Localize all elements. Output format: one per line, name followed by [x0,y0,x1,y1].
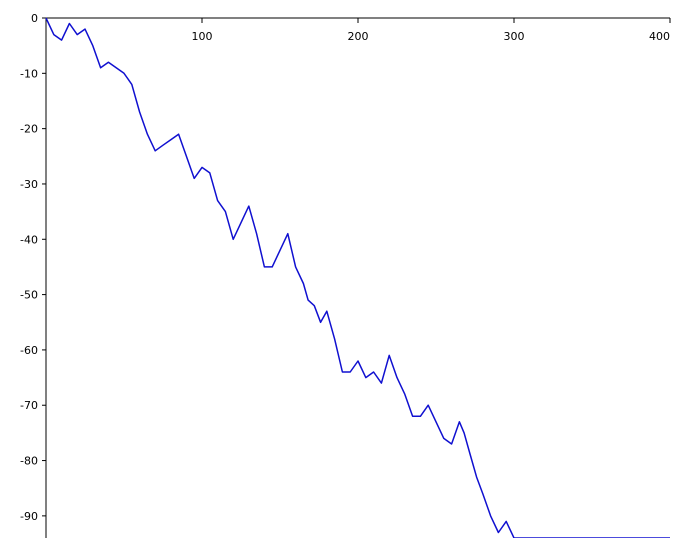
y-tick-label: -20 [20,123,38,136]
x-tick-label: 300 [504,30,525,43]
y-tick-label: -80 [20,455,38,468]
x-tick-label: 400 [649,30,670,43]
x-tick-label: 200 [348,30,369,43]
x-tick-label: 100 [192,30,213,43]
x-ticks: 100 200 300 400 [192,18,671,43]
y-tick-label: -90 [20,510,38,523]
y-tick-label: -70 [20,399,38,412]
y-tick-label: -50 [20,289,38,302]
y-tick-label: -30 [20,178,38,191]
y-tick-label: 0 [31,12,38,25]
series-layer [45,17,670,538]
y-tick-label: -10 [20,67,38,80]
y-ticks: 0 -10 -20 -30 -40 -50 -60 -70 -80 -90 [20,12,46,523]
y-tick-label: -60 [20,344,38,357]
y-tick-label: -40 [20,233,38,246]
series-line-0 [45,17,670,538]
